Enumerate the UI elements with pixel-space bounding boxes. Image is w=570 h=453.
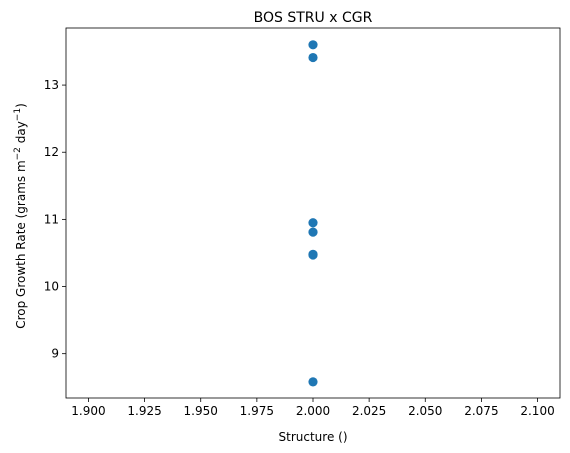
x-tick-label: 2.025 xyxy=(352,404,386,418)
data-point xyxy=(308,227,318,237)
y-tick-label: 12 xyxy=(44,145,59,159)
y-tick-label: 13 xyxy=(44,78,59,92)
x-tick-label: 1.975 xyxy=(240,404,274,418)
data-point xyxy=(308,218,318,228)
data-points xyxy=(308,40,318,387)
x-tick-label: 1.950 xyxy=(184,404,218,418)
x-tick-label: 1.900 xyxy=(71,404,105,418)
data-point xyxy=(308,250,318,260)
y-tick-label: 11 xyxy=(44,212,59,226)
y-tick-label: 9 xyxy=(51,347,59,361)
x-tick-label: 2.050 xyxy=(408,404,442,418)
x-tick-label: 1.925 xyxy=(127,404,161,418)
x-axis-label: Structure () xyxy=(279,430,348,444)
y-axis: 9 10 11 12 13 xyxy=(44,78,66,361)
chart-title: BOS STRU x CGR xyxy=(254,10,373,26)
plot-area xyxy=(65,27,561,399)
data-point xyxy=(308,377,318,387)
data-point xyxy=(308,52,318,63)
y-tick-label: 10 xyxy=(44,280,59,294)
x-tick-label: 2.000 xyxy=(296,404,330,418)
x-axis: 1.900 1.925 1.950 1.975 2.000 2.025 2.050 2.075… xyxy=(71,398,555,418)
data-point xyxy=(308,40,318,50)
x-tick-label: 2.100 xyxy=(520,404,554,418)
x-tick-label: 2.075 xyxy=(464,404,498,418)
y-axis-label: Crop Growth Rate (grams m−2 day−1) xyxy=(13,103,28,329)
